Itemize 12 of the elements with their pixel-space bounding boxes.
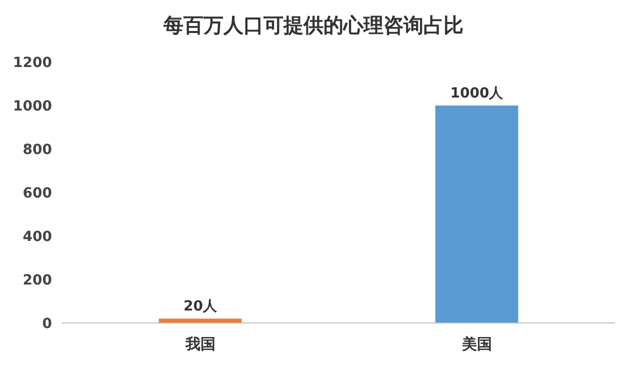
data-label: 1000人 — [450, 86, 504, 102]
y-tick-label: 200 — [22, 272, 52, 288]
y-tick-label: 400 — [22, 228, 52, 245]
chart-title: 每百万人口可提供的心理咨询占比 — [162, 13, 464, 37]
x-tick-label: 美国 — [460, 335, 492, 353]
x-tick-label: 我国 — [184, 335, 216, 353]
y-tick-label: 0 — [42, 316, 52, 332]
y-tick-label: 600 — [22, 185, 52, 202]
y-tick-label: 800 — [22, 142, 52, 158]
y-tick-label: 1200 — [13, 54, 52, 71]
y-tick-label: 1000 — [13, 98, 52, 114]
data-label: 20人 — [184, 298, 218, 315]
